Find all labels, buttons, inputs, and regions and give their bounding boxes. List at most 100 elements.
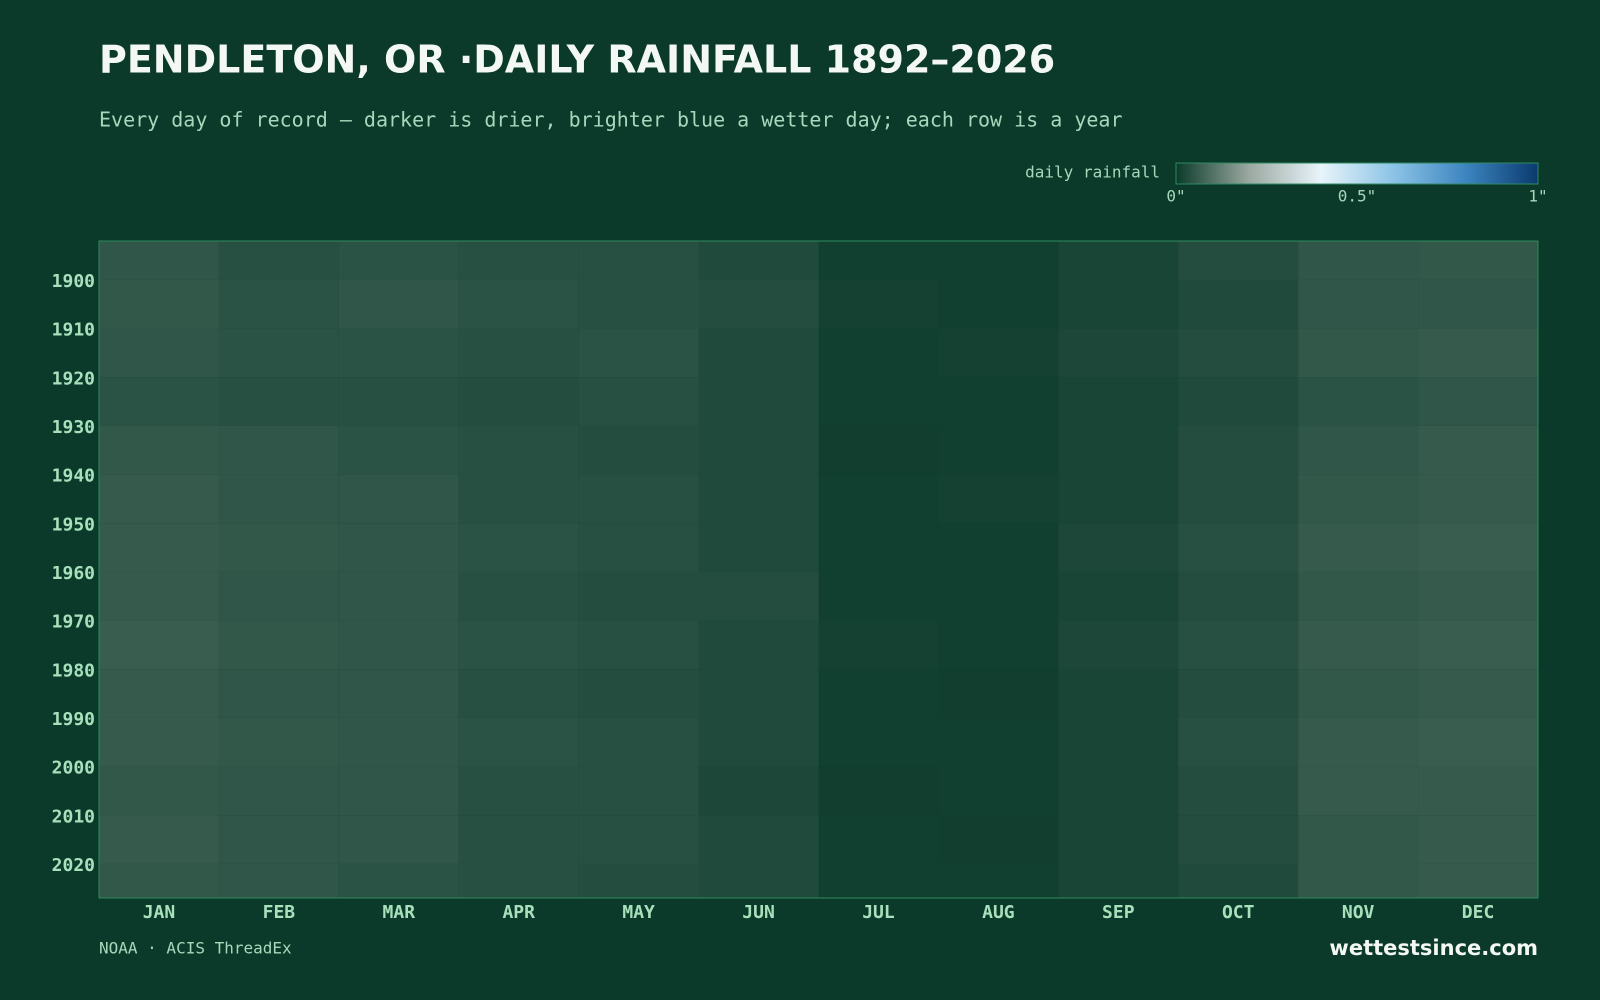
heat-cell (458, 241, 579, 280)
heat-cell (938, 815, 1059, 864)
heat-cell (818, 425, 939, 475)
x-tick-label: OCT (1222, 902, 1255, 923)
heat-cell (1418, 241, 1538, 280)
heat-cell (1418, 328, 1538, 378)
heat-cell (578, 377, 699, 426)
source: NOAA · ACIS ThreadEx (99, 939, 292, 958)
x-tick-label: JUN (742, 902, 775, 923)
heat-cell (1178, 766, 1299, 816)
heat-cell (1178, 279, 1299, 329)
heat-cell (818, 328, 939, 378)
y-tick-label: 2020 (52, 855, 95, 876)
heat-cell (818, 474, 939, 524)
heat-cell (1058, 474, 1179, 524)
heat-cell (1418, 571, 1538, 621)
heat-cell (458, 571, 579, 621)
y-tick-label: 1980 (52, 660, 95, 681)
heat-cell (99, 425, 219, 475)
heat-cell (1178, 571, 1299, 621)
heat-cell (1298, 863, 1419, 898)
heat-cell (99, 669, 219, 718)
heat-cell (338, 571, 459, 621)
heat-cell (99, 766, 219, 816)
heat-cell (1418, 523, 1538, 572)
heat-cell (99, 474, 219, 524)
heat-cell (578, 279, 699, 329)
heat-cell (1058, 766, 1179, 816)
heat-cell (938, 425, 1059, 475)
heat-cell (1058, 669, 1179, 718)
heat-cell (1298, 669, 1419, 718)
heat-cell (1418, 717, 1538, 767)
x-tick-label: DEC (1462, 902, 1495, 923)
heat-cell (578, 474, 699, 524)
heat-cell (938, 669, 1059, 718)
heat-cell (218, 620, 339, 670)
heat-cell (99, 377, 219, 426)
heat-cell (1178, 815, 1299, 864)
heat-cell (99, 241, 219, 280)
x-tick-label: APR (502, 902, 535, 923)
heat-cell (99, 863, 219, 898)
heat-cell (818, 241, 939, 280)
heat-cell (1178, 241, 1299, 280)
y-tick-label: 1960 (52, 563, 95, 584)
chart-title: PENDLETON, OR ·DAILY RAINFALL 1892–2026 (99, 38, 1055, 82)
heat-cell (698, 863, 819, 898)
heat-cell (578, 571, 699, 621)
heat-cell (698, 766, 819, 816)
heat-cell (1298, 328, 1419, 378)
heat-cell (1298, 279, 1419, 329)
heat-cell (1058, 328, 1179, 378)
heat-cell (818, 571, 939, 621)
heat-cell (1298, 815, 1419, 864)
heat-cell (218, 474, 339, 524)
heat-cell (1418, 815, 1538, 864)
heat-cell (1178, 620, 1299, 670)
heat-cell (458, 669, 579, 718)
heat-cell (458, 717, 579, 767)
y-tick-label: 1940 (52, 466, 95, 487)
heat-cell (578, 620, 699, 670)
heat-cell (578, 717, 699, 767)
heat-cell (698, 717, 819, 767)
heat-cell (698, 279, 819, 329)
heat-cell (338, 863, 459, 898)
heat-cell (218, 571, 339, 621)
heat-cell (818, 766, 939, 816)
heat-cell (458, 474, 579, 524)
heat-cell (578, 523, 699, 572)
heat-cell (1298, 766, 1419, 816)
heat-cell (938, 571, 1059, 621)
x-tick-label: JAN (143, 902, 176, 923)
y-tick-label: 1950 (52, 514, 95, 535)
heat-cell (338, 717, 459, 767)
heat-cell (218, 241, 339, 280)
heat-cell (338, 669, 459, 718)
heat-cell (458, 279, 579, 329)
heat-cell (698, 474, 819, 524)
colorbar-tick-label: 0.5" (1338, 187, 1377, 206)
heat-cell (698, 425, 819, 475)
heat-cell (458, 425, 579, 475)
heat-cell (938, 717, 1059, 767)
heat-cell (99, 620, 219, 670)
heat-cell (1058, 717, 1179, 767)
heat-cell (218, 815, 339, 864)
colorbar-tick-label: 0" (1166, 187, 1185, 206)
heat-cell (458, 377, 579, 426)
y-tick-label: 1990 (52, 709, 95, 730)
heat-cell (1298, 620, 1419, 670)
y-tick-label: 2000 (52, 758, 95, 779)
heat-cell (698, 523, 819, 572)
heat-cell (698, 669, 819, 718)
heat-cell (578, 863, 699, 898)
heat-cell (338, 620, 459, 670)
heat-cell (1058, 241, 1179, 280)
heat-cell (1178, 669, 1299, 718)
heat-cell (1178, 717, 1299, 767)
x-tick-label: MAY (622, 902, 655, 923)
heat-cell (338, 377, 459, 426)
heat-cell (1418, 377, 1538, 426)
